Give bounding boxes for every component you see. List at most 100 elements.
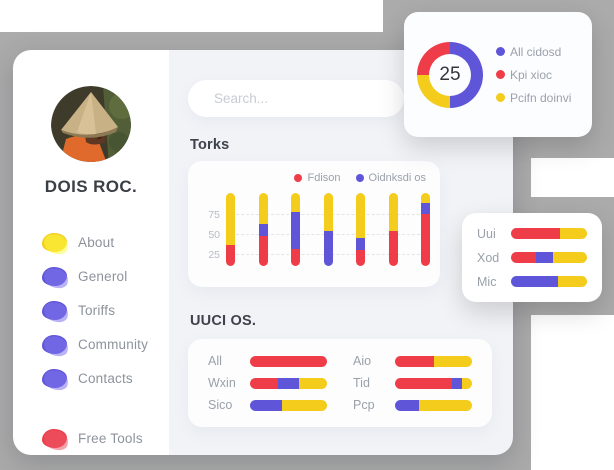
bar-segment [421, 213, 430, 266]
stat-row-xod: Xod [477, 251, 587, 265]
red-dot-icon [496, 70, 505, 79]
blue-blob-icon [42, 266, 67, 286]
sidebar-item-label: Generol [78, 268, 128, 284]
bar-segment [226, 244, 235, 266]
stacked-hbar [395, 399, 472, 411]
sidebar-item-free-tools[interactable]: Free Tools [42, 421, 169, 455]
y-axis-tick-label: 25 [208, 249, 220, 261]
stacked-hbar [511, 276, 587, 287]
stat-row-all: All [208, 350, 327, 372]
bar-segment [395, 355, 435, 367]
search-input[interactable] [188, 80, 404, 117]
bar-segment [258, 235, 268, 266]
bar-segment [461, 377, 472, 389]
blue-blob-icon [42, 368, 67, 388]
stacked-hbar [250, 377, 327, 389]
stacked-bar [356, 193, 365, 266]
stacked-bar [421, 193, 430, 266]
bar-segment [451, 377, 462, 389]
sidebar-item-label: Community [78, 336, 149, 352]
avatar[interactable] [51, 86, 131, 162]
legend-label: Oidnksdi os [368, 172, 426, 184]
bar-segment [388, 230, 398, 266]
bar-segment [250, 377, 279, 389]
sidebar-item-label: Contacts [78, 370, 133, 386]
y-axis-tick-label: 50 [208, 229, 220, 241]
bar-segment [536, 252, 553, 263]
sidebar-item-about[interactable]: About [42, 225, 169, 259]
bar-segment [323, 230, 333, 266]
bar-segment [250, 399, 283, 411]
stacked-hbar [395, 377, 472, 389]
stat-row-label: Uui [477, 226, 496, 241]
stat-row-wxin: Wxin [208, 372, 327, 394]
donut-chart-legend: All cidosd Kpi xioc Pcifn doinvi [496, 45, 571, 105]
stat-row-label: Aio [353, 354, 372, 368]
stacked-bar [323, 193, 333, 266]
bar-segment [356, 193, 365, 239]
yellow-dot-icon [496, 93, 505, 102]
mini-stats-card: Uui Xod Mic [462, 213, 602, 302]
bar-segment [434, 355, 472, 367]
legend-item: Oidnksdi os [355, 172, 426, 184]
bar-segment [511, 252, 537, 263]
torks-chart-legend: Fdison Oidnksdi os [188, 161, 440, 184]
stat-row-pcp: Pcp [353, 394, 472, 416]
bar-segment [511, 276, 559, 287]
bar-segment [250, 355, 327, 367]
stacked-bar [226, 193, 235, 266]
bar-segment [418, 399, 472, 411]
stacked-hbar [511, 252, 587, 263]
stat-row-label: Sico [208, 398, 233, 412]
stat-row-uui: Uui [477, 227, 587, 241]
blue-blob-icon [42, 334, 67, 354]
stacked-bar [291, 193, 300, 266]
legend-item: Pcifn doinvi [496, 91, 571, 105]
bar-segment [395, 377, 452, 389]
legend-label: Fdison [307, 172, 341, 184]
legend-item: Fdison [294, 172, 341, 184]
stat-row-tid: Tid [353, 372, 472, 394]
torks-chart-bars [226, 188, 430, 266]
donut-chart: 25 [417, 41, 483, 108]
sidebar-item-toriffs[interactable]: Toriffs [42, 293, 169, 327]
bar-segment [356, 249, 365, 266]
sidebar-item-label: About [78, 234, 115, 250]
stacked-hbar [511, 228, 587, 239]
sidebar-nav: About Generol Toriffs Community Contacts [13, 225, 169, 395]
donut-chart-card: 25 All cidosd Kpi xioc Pcifn doinvi [404, 12, 592, 137]
bar-segment [226, 193, 235, 245]
bar-segment [291, 248, 300, 266]
stacked-bar [388, 193, 398, 266]
bar-segment [395, 399, 419, 411]
sidebar-item-label: Free Tools [78, 430, 143, 446]
bar-segment [558, 276, 587, 287]
torks-chart-card: Fdison Oidnksdi os 25 50 75 [188, 161, 440, 287]
bar-segment [511, 228, 560, 239]
sidebar-item-community[interactable]: Community [42, 327, 169, 361]
bar-segment [299, 377, 327, 389]
bar-segment [388, 193, 398, 231]
avatar-photo [51, 86, 131, 162]
red-blob-icon [42, 428, 67, 448]
stat-row-label: All [208, 354, 222, 368]
torks-section-title: Torks [190, 137, 230, 153]
blue-dot-icon [355, 174, 364, 182]
stacked-hbar [395, 355, 472, 367]
bar-segment [258, 193, 268, 225]
sidebar: DOIS ROC. About Generol Toriffs Community Co… [13, 50, 169, 455]
sidebar-item-contacts[interactable]: Contacts [42, 361, 169, 395]
legend-item: All cidosd [496, 45, 571, 59]
legend-item: Kpi xioc [496, 68, 571, 82]
stat-row-label: Xod [477, 250, 500, 265]
stacked-bar [258, 193, 268, 266]
bar-segment [356, 238, 365, 250]
legend-label: Pcifn doinvi [510, 90, 572, 105]
torks-chart-plot: 25 50 75 [208, 188, 430, 266]
bar-segment [291, 193, 300, 213]
sidebar-item-generol[interactable]: Generol [42, 259, 169, 293]
stat-row-label: Tid [353, 376, 370, 390]
bar-segment [282, 399, 327, 411]
bar-segment [421, 193, 430, 203]
